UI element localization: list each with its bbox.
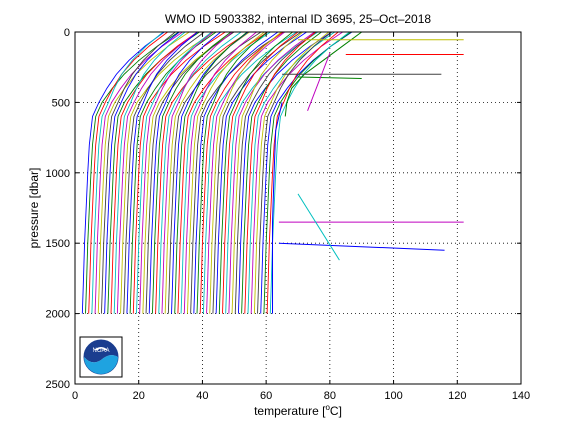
- noaa-logo-text: NOAA: [92, 348, 109, 354]
- noaa-logo: NOAA: [79, 336, 123, 378]
- profile-line: [94, 32, 183, 314]
- profile-line: [253, 32, 330, 314]
- profile-line: [161, 32, 233, 314]
- x-axis: 0 20 40 60 80 100 120 140: [72, 32, 530, 402]
- profile-line: [199, 32, 284, 314]
- x-tick-label: 40: [196, 390, 208, 402]
- outlier-series: [272, 32, 464, 314]
- profile-line: [190, 32, 284, 314]
- profile-line: [193, 32, 279, 314]
- profile-line: [113, 32, 186, 314]
- y-tick-label: 2000: [46, 309, 70, 321]
- x-axis-label: temperature [oC]: [254, 403, 342, 418]
- profile-line: [120, 32, 215, 314]
- profile-line: [266, 32, 339, 314]
- outlier-line: [278, 242, 445, 251]
- profile-line: [209, 32, 282, 314]
- x-tick-label: 120: [448, 390, 466, 402]
- profile-line: [100, 32, 176, 314]
- profile-line: [183, 32, 257, 314]
- profile-line: [222, 32, 299, 314]
- chart-title: WMO ID 5903382, internal ID 3695, 25–Oct…: [165, 12, 431, 26]
- plot-frame: [74, 31, 522, 385]
- profile-line: [218, 32, 293, 314]
- profile-line: [155, 32, 250, 314]
- profile-line: [237, 32, 333, 314]
- profiles: [81, 32, 353, 314]
- x-tick-label: 100: [384, 390, 402, 402]
- profile-line: [234, 32, 317, 314]
- profile-line: [126, 32, 198, 314]
- profile-line: [97, 32, 190, 314]
- profile-line: [257, 32, 332, 314]
- profile-line: [263, 32, 352, 314]
- profile-line: [151, 32, 232, 314]
- profile-line: [85, 32, 180, 314]
- profile-line: [212, 32, 302, 314]
- y-axis: 0 500 1000 1500 2000 2500: [46, 27, 521, 391]
- outlier-line: [297, 193, 340, 261]
- plot-background: [75, 32, 521, 384]
- profile-line: [139, 32, 214, 314]
- profile-line: [250, 32, 343, 314]
- y-tick-label: 500: [52, 97, 70, 109]
- x-tick-label: 0: [72, 390, 78, 402]
- y-tick-label: 2500: [46, 379, 70, 391]
- y-tick-label: 0: [64, 27, 70, 39]
- profile-line: [174, 32, 248, 314]
- x-tick-label: 60: [260, 390, 272, 402]
- x-tick-label: 20: [133, 390, 145, 402]
- profile-line: [196, 32, 268, 314]
- profile-line: [180, 32, 271, 314]
- profile-line: [110, 32, 198, 314]
- profile-line: [171, 32, 249, 314]
- profile-line: [244, 32, 317, 314]
- y-tick-label: 1500: [46, 238, 70, 250]
- profile-line: [91, 32, 164, 314]
- profile-line: [202, 32, 297, 314]
- profile-line: [177, 32, 268, 314]
- profile-line: [148, 32, 221, 314]
- profile-line: [247, 32, 335, 314]
- profile-line: [231, 32, 304, 314]
- grid: [75, 32, 521, 384]
- profile-line: [228, 32, 315, 314]
- y-tick-label: 1000: [46, 168, 70, 180]
- profile-line: [260, 32, 353, 314]
- profile-line: [123, 32, 205, 314]
- profile-line: [158, 32, 242, 314]
- outlier-line: [307, 52, 331, 112]
- outlier-line: [297, 76, 362, 79]
- profile-line: [116, 32, 198, 314]
- profile-line: [206, 32, 286, 314]
- x-tick-label: 140: [512, 390, 530, 402]
- profile-line: [142, 32, 234, 314]
- profile-line: [132, 32, 226, 314]
- profile-line: [167, 32, 262, 314]
- profile-line: [104, 32, 180, 314]
- profile-line: [136, 32, 212, 314]
- profile-line: [187, 32, 265, 314]
- x-tick-label: 80: [324, 390, 336, 402]
- y-axis-label: pressure [dbar]: [27, 168, 41, 249]
- profile-line: [81, 32, 165, 314]
- profile-line: [241, 32, 322, 314]
- profile-line: [88, 32, 168, 314]
- profile-line: [215, 32, 307, 314]
- outlier-line: [272, 102, 283, 314]
- profile-line: [164, 32, 250, 314]
- profile-line: [145, 32, 235, 314]
